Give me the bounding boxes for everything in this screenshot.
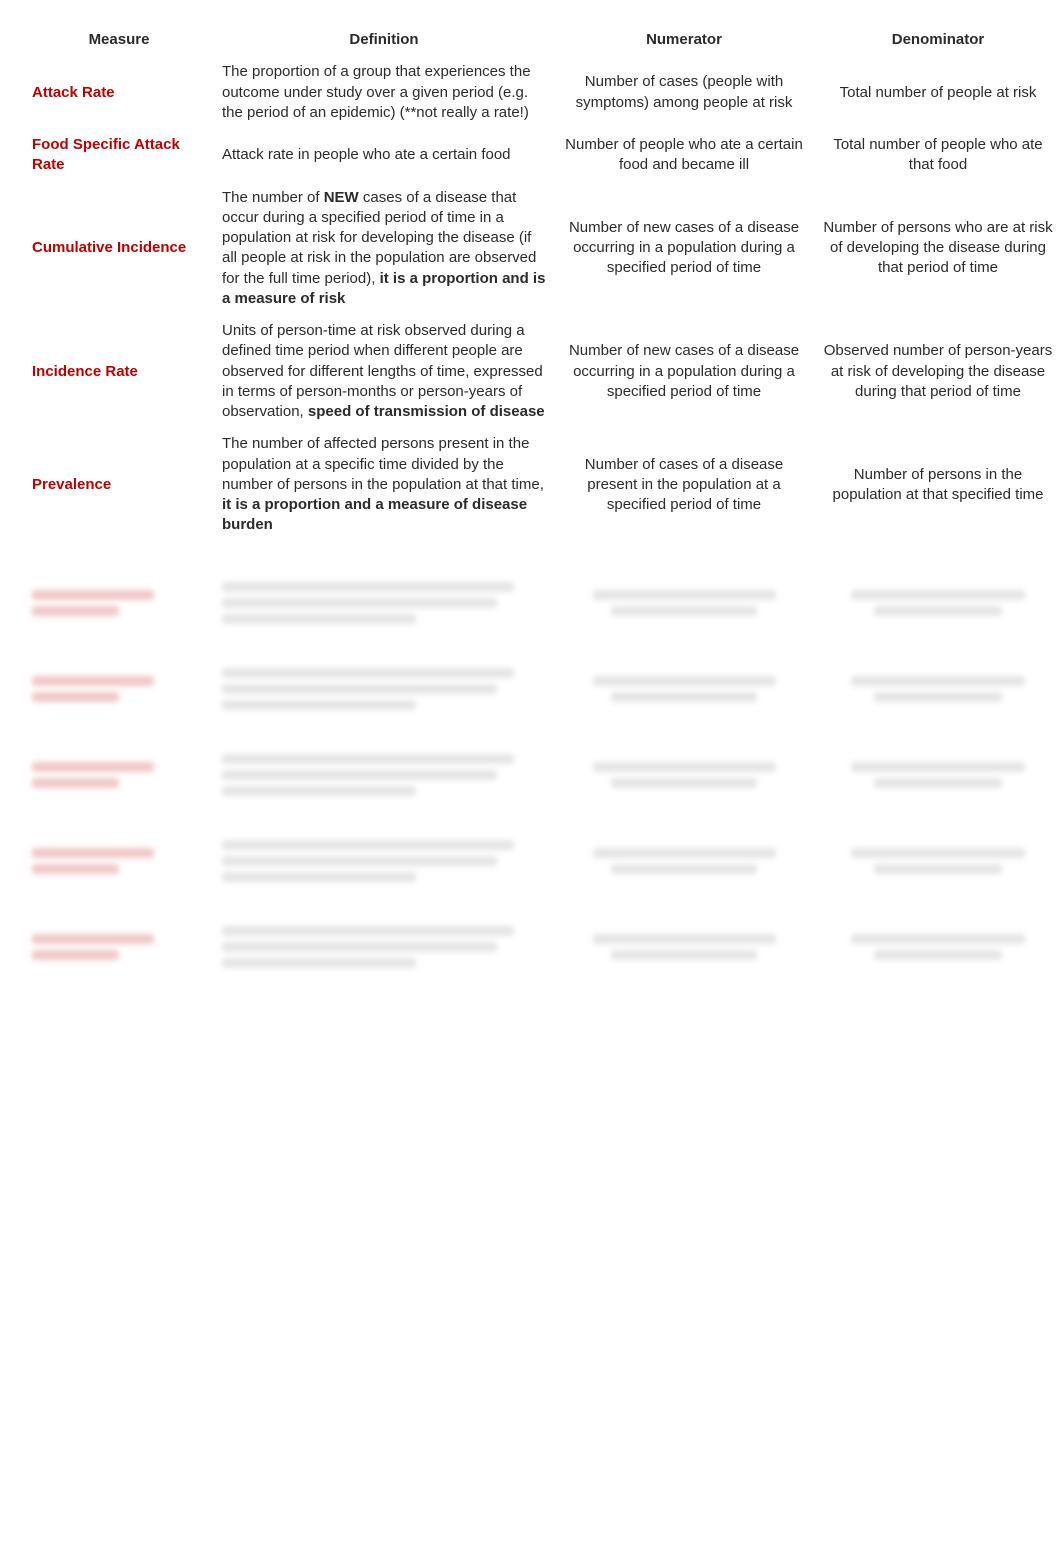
denominator-cell: Number of persons who are at risk of dev… — [814, 182, 1062, 316]
header-numerator: Numerator — [554, 24, 814, 56]
measure-cell: Prevalence — [24, 428, 214, 541]
numerator-cell: Number of new cases of a disease occurri… — [554, 182, 814, 316]
blurred-cell — [214, 646, 554, 732]
numerator-cell: Number of cases of a disease present in … — [554, 428, 814, 541]
blurred-cell — [814, 732, 1062, 818]
definition-cell: The number of NEW cases of a disease tha… — [214, 182, 554, 316]
denominator-cell: Total number of people at risk — [814, 56, 1062, 129]
definition-cell: The proportion of a group that experienc… — [214, 56, 554, 129]
numerator-cell: Number of people who ate a certain food … — [554, 129, 814, 182]
denominator-cell: Number of persons in the population at t… — [814, 428, 1062, 541]
blurred-cell — [554, 818, 814, 904]
blurred-cell — [24, 560, 214, 646]
blurred-cell — [554, 732, 814, 818]
blurred-row — [24, 646, 1062, 732]
blurred-cell — [814, 904, 1062, 990]
measure-cell: Cumulative Incidence — [24, 182, 214, 316]
denominator-cell: Total number of people who ate that food — [814, 129, 1062, 182]
blurred-row — [24, 732, 1062, 818]
definition-cell: Units of person-time at risk observed du… — [214, 315, 554, 428]
table-row: Incidence RateUnits of person-time at ri… — [24, 315, 1062, 428]
blurred-cell — [814, 560, 1062, 646]
numerator-cell: Number of cases (people with symptoms) a… — [554, 56, 814, 129]
table-row: Cumulative IncidenceThe number of NEW ca… — [24, 182, 1062, 316]
measure-cell: Food Specific Attack Rate — [24, 129, 214, 182]
denominator-cell: Observed number of person-years at risk … — [814, 315, 1062, 428]
header-definition: Definition — [214, 24, 554, 56]
table-row: Attack RateThe proportion of a group tha… — [24, 56, 1062, 129]
blurred-cell — [24, 904, 214, 990]
measure-cell: Incidence Rate — [24, 315, 214, 428]
blurred-cell — [214, 732, 554, 818]
header-denominator: Denominator — [814, 24, 1062, 56]
blurred-cell — [554, 560, 814, 646]
blurred-row — [24, 560, 1062, 646]
epidemiology-measures-table: Measure Definition Numerator Denominator… — [24, 24, 1062, 990]
blurred-row — [24, 904, 1062, 990]
header-measure: Measure — [24, 24, 214, 56]
table-header: Measure Definition Numerator Denominator — [24, 24, 1062, 56]
table-body: Attack RateThe proportion of a group tha… — [24, 56, 1062, 989]
blurred-cell — [214, 904, 554, 990]
blurred-cell — [814, 646, 1062, 732]
table-row: PrevalenceThe number of affected persons… — [24, 428, 1062, 541]
page-container: Measure Definition Numerator Denominator… — [0, 0, 1062, 990]
blurred-cell — [214, 818, 554, 904]
blurred-cell — [24, 732, 214, 818]
blurred-cell — [214, 560, 554, 646]
blurred-cell — [24, 646, 214, 732]
measure-cell: Attack Rate — [24, 56, 214, 129]
definition-cell: The number of affected persons present i… — [214, 428, 554, 541]
blurred-cell — [554, 904, 814, 990]
blurred-cell — [814, 818, 1062, 904]
definition-cell: Attack rate in people who ate a certain … — [214, 129, 554, 182]
blurred-row — [24, 818, 1062, 904]
numerator-cell: Number of new cases of a disease occurri… — [554, 315, 814, 428]
blurred-cell — [24, 818, 214, 904]
table-row: Food Specific Attack RateAttack rate in … — [24, 129, 1062, 182]
blurred-cell — [554, 646, 814, 732]
